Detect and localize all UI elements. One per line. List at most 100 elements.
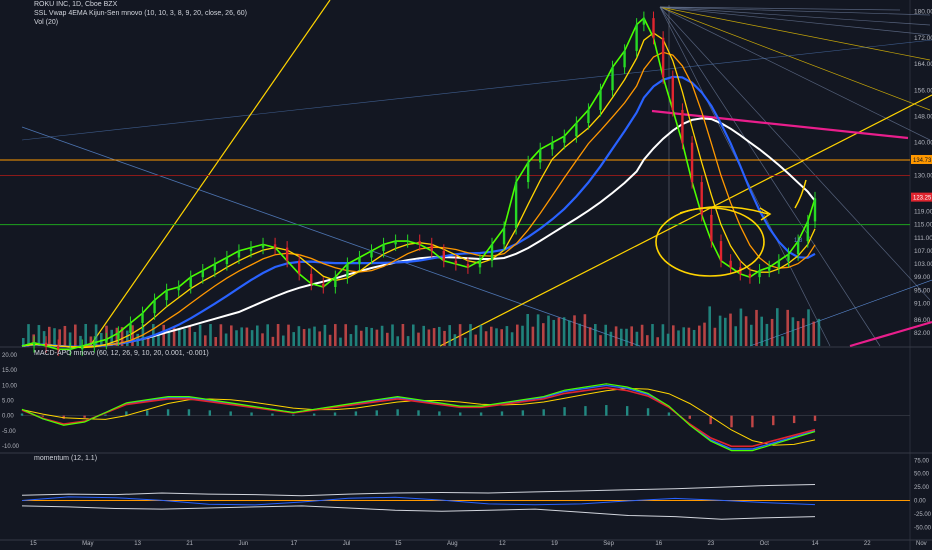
volume-bar bbox=[583, 314, 587, 346]
volume-bar bbox=[718, 315, 722, 346]
fan-line bbox=[659, 6, 931, 301]
volume-bar bbox=[796, 321, 800, 346]
volume-bar bbox=[302, 329, 306, 346]
volume-bar bbox=[765, 323, 769, 346]
volume-bar bbox=[703, 322, 706, 346]
volume-bar bbox=[287, 324, 290, 346]
candle bbox=[661, 37, 665, 78]
volume-bar bbox=[755, 309, 758, 346]
time-tick-label: 14 bbox=[812, 541, 819, 547]
candle bbox=[611, 67, 614, 91]
volume-bar bbox=[438, 326, 441, 346]
price-tick-label: 148.00 bbox=[914, 113, 932, 120]
price-tick-label: 91.00 bbox=[914, 300, 931, 307]
price-tick-label: 164.00 bbox=[914, 61, 932, 68]
volume-bar bbox=[183, 328, 186, 346]
volume-bar bbox=[484, 331, 488, 346]
volume-bar bbox=[167, 331, 171, 346]
time-tick-label: Oct bbox=[760, 541, 770, 547]
fan-line bbox=[659, 6, 931, 61]
candle bbox=[93, 342, 96, 346]
candle bbox=[225, 257, 229, 265]
trend-line-down bbox=[21, 126, 641, 347]
macd-histogram-bar bbox=[813, 415, 817, 421]
volume-bar bbox=[266, 324, 269, 346]
volume-bar bbox=[198, 324, 202, 346]
candle bbox=[201, 270, 204, 278]
volume-bar bbox=[760, 316, 763, 346]
volume-bar bbox=[510, 332, 514, 346]
momentum-tick-label: 0.00 bbox=[914, 499, 926, 505]
volume-bar bbox=[531, 326, 535, 346]
candle bbox=[710, 214, 713, 242]
macd-histogram-bar bbox=[459, 412, 462, 416]
volume-bar bbox=[292, 332, 295, 346]
volume-bar bbox=[193, 331, 197, 346]
macd-tick-label: 10.00 bbox=[2, 383, 18, 389]
volume-bar bbox=[172, 326, 176, 346]
candle bbox=[189, 277, 192, 287]
volume-bar bbox=[224, 333, 228, 346]
macd-histogram-bar bbox=[584, 406, 587, 416]
volume-bar bbox=[308, 328, 311, 346]
momentum-tick-label: 50.00 bbox=[914, 472, 930, 478]
indicator-legend[interactable]: SSL Vwap 4EMA Kijun-Sen mnovo (10, 10, 3… bbox=[34, 10, 247, 17]
volume-bar bbox=[313, 326, 316, 346]
macd-histogram-bar bbox=[646, 408, 650, 416]
candle bbox=[406, 241, 409, 243]
volume-bar bbox=[547, 315, 550, 346]
volume-bar bbox=[521, 325, 524, 346]
volume-bar bbox=[469, 324, 472, 346]
volume-bar bbox=[568, 320, 571, 346]
candle bbox=[442, 250, 446, 261]
volume-bar bbox=[448, 325, 451, 346]
price-tick-label: 156.00 bbox=[914, 87, 932, 94]
volume-bar bbox=[552, 319, 555, 346]
time-tick-label: 16 bbox=[655, 541, 662, 547]
candle bbox=[478, 260, 482, 268]
volume-bar bbox=[620, 328, 623, 346]
volume-bar bbox=[666, 333, 670, 346]
time-tick-label: Sep bbox=[603, 541, 614, 547]
vol-legend[interactable]: Vol (20) bbox=[34, 19, 59, 26]
volume-bar bbox=[516, 324, 519, 346]
volume-bar bbox=[417, 332, 420, 346]
volume-bar bbox=[734, 326, 737, 346]
candle bbox=[310, 273, 313, 284]
volume-bar bbox=[27, 324, 30, 346]
candle bbox=[748, 273, 752, 278]
candle bbox=[129, 323, 132, 333]
symbol-legend[interactable]: ROKU INC, 1D, Cboe BZX bbox=[34, 1, 118, 8]
time-tick-label: 15 bbox=[395, 541, 402, 547]
fan-line bbox=[659, 6, 901, 11]
macd-histogram-bar bbox=[187, 409, 191, 416]
candle bbox=[237, 250, 241, 258]
momentum-line bbox=[21, 496, 816, 506]
macd-legend[interactable]: MACD-APO mnovo (60, 12, 26, 9, 10, 20, 0… bbox=[34, 350, 209, 357]
price-tick-label: 107.00 bbox=[914, 248, 932, 255]
macd-histogram-bar bbox=[709, 415, 712, 425]
candle bbox=[587, 109, 590, 124]
volume-bar bbox=[297, 326, 301, 346]
volume-bar bbox=[84, 324, 87, 346]
volume-bar bbox=[786, 309, 789, 346]
volume-bar bbox=[391, 324, 394, 346]
volume-bar bbox=[646, 335, 649, 346]
volume-bar bbox=[672, 325, 675, 346]
candle bbox=[44, 342, 48, 346]
volume-bar bbox=[578, 323, 581, 346]
price-tag-upper bbox=[911, 154, 932, 164]
volume-bar bbox=[344, 324, 347, 346]
time-tick-label: 23 bbox=[708, 541, 715, 547]
volume-bar bbox=[682, 327, 685, 346]
momentum-legend[interactable]: momentum (12, 1.1) bbox=[34, 455, 98, 462]
macd-histogram-bar bbox=[730, 415, 733, 428]
volume-bar bbox=[500, 329, 503, 346]
time-tick-label: 21 bbox=[186, 541, 193, 547]
macd-histogram-bar bbox=[792, 415, 796, 424]
volume-bar bbox=[282, 335, 285, 346]
price-tick-label: 111.00 bbox=[914, 235, 932, 242]
volume-bar bbox=[557, 317, 561, 346]
volume-bar bbox=[698, 325, 701, 346]
